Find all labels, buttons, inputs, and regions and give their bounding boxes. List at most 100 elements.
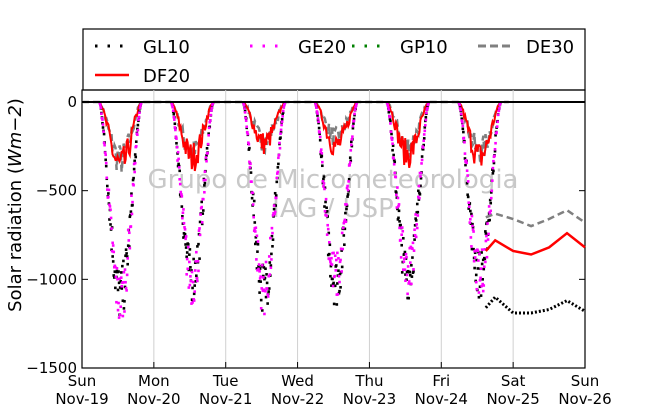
series-ge20-point [109, 216, 113, 220]
series-gl10-point [317, 121, 320, 125]
series-ge20-point [266, 293, 269, 296]
series-ge20-point [458, 107, 462, 110]
series-ge20-point [203, 170, 207, 174]
series-ge20-point [405, 273, 409, 277]
series-gl10-point [134, 140, 138, 143]
series-ge20-point [423, 129, 427, 133]
series-ge20-point [411, 247, 414, 251]
series-gl10-point [200, 222, 204, 226]
series-ge20-point [415, 223, 419, 226]
series-gl10-point [101, 126, 105, 129]
series-gl10-point [250, 196, 254, 200]
series-ge20-point [395, 206, 399, 209]
series-ge20-point [188, 283, 192, 287]
series-ge20-point [414, 235, 418, 239]
series-gl10-point [403, 250, 407, 254]
series-ge20-point [387, 108, 391, 112]
series-gl10-point [423, 126, 427, 129]
series-gl10-point [252, 214, 255, 218]
series-gl10-point [132, 176, 135, 180]
series-ge20-point [344, 220, 348, 224]
series-gl10-point [259, 280, 262, 283]
series-ge20-point [316, 112, 319, 115]
series-gl10-point [483, 257, 487, 261]
series-ge20-point [348, 163, 351, 167]
series-gl10-point [121, 299, 125, 303]
series-gl10-point [194, 280, 198, 283]
series-gl10-point [277, 162, 280, 166]
series-gl10-point [392, 153, 395, 157]
x-tick-label-day: Fri [432, 372, 450, 390]
series-ge20-point [267, 255, 271, 258]
series-ge20-point [115, 267, 119, 270]
y-axis-label: Solar radiation (Wm−2) [5, 98, 26, 312]
series-ge20-point [269, 236, 272, 240]
series-ge20-point [117, 316, 121, 319]
series-gl10-point [260, 309, 264, 312]
series-gl10-point [262, 266, 266, 269]
series-ge20-point [108, 205, 112, 208]
series-gl10-point [123, 299, 126, 303]
series-ge20-point [318, 135, 322, 139]
series-ge20-point [478, 278, 482, 282]
series-ge20-point [257, 267, 260, 271]
series-ge20-point [353, 112, 356, 116]
series-ge20-point [331, 284, 335, 288]
series-ge20-point [326, 227, 330, 231]
series-ge20-point [254, 230, 257, 233]
series-gl10-point [350, 140, 353, 144]
series-gl10-point [388, 117, 392, 121]
watermark-line-2: IAG / USP [272, 194, 394, 224]
series-ge20-point [243, 111, 247, 114]
series-ge20-point [114, 265, 117, 269]
series-ge20-point [128, 246, 132, 250]
series-ge20-point [466, 180, 470, 183]
vertical-grid [153, 90, 514, 368]
series-ge20-point [206, 151, 209, 155]
series-ge20-point [119, 276, 123, 279]
series-gl10-point [257, 279, 261, 283]
series-gl10-point [424, 115, 428, 119]
series-ge20-point [277, 156, 280, 160]
series-ge20-point [195, 250, 198, 254]
series-gl10-point [262, 274, 265, 278]
series-ge20-point [497, 109, 501, 113]
series-ge20-point [349, 149, 353, 152]
series-ge20-point [422, 133, 426, 136]
series-ge20-point [324, 197, 328, 201]
series-ge20-point [281, 115, 284, 118]
series-ge20-point [420, 162, 423, 165]
series-gl10-point [491, 172, 495, 175]
series-gl10-point [258, 267, 262, 270]
series-gl10-point [322, 177, 325, 181]
series-ge20-point [330, 256, 333, 260]
series-ge20-point [110, 249, 114, 253]
series-gl10-point [272, 207, 276, 211]
series-ge20-point [466, 174, 469, 177]
series-gl10-point [131, 178, 135, 182]
series-gl10-point [188, 253, 191, 256]
series-gl10-point [464, 163, 467, 167]
series-ge20-point [480, 284, 483, 288]
legend-label-gp10: GP10 [400, 37, 448, 58]
x-axis: SunNov-19MonNov-20TueNov-21WedNov-22ThuN… [55, 362, 612, 408]
series-gl10-point [471, 222, 474, 226]
series-gl10-point [338, 272, 342, 276]
series-ge20-point [340, 270, 343, 273]
series-gl10-point [345, 204, 349, 208]
series-ge20-point [211, 103, 214, 106]
series-ge20-point [334, 269, 338, 272]
series-ge20-point [419, 175, 422, 178]
series-ge20-point [400, 233, 404, 237]
series-ge20-point [473, 256, 477, 259]
series-gl10-point [264, 295, 268, 299]
series-ge20-point [132, 183, 135, 187]
series-gl10-point [334, 264, 338, 267]
series-ge20-point [182, 208, 185, 211]
series-ge20-point [329, 260, 332, 263]
series-gl10-point [396, 218, 400, 221]
series-ge20-point [491, 179, 494, 183]
series-gl10-point [132, 167, 136, 171]
series-gl10-point [412, 270, 415, 273]
series-ge20-point [109, 208, 112, 212]
